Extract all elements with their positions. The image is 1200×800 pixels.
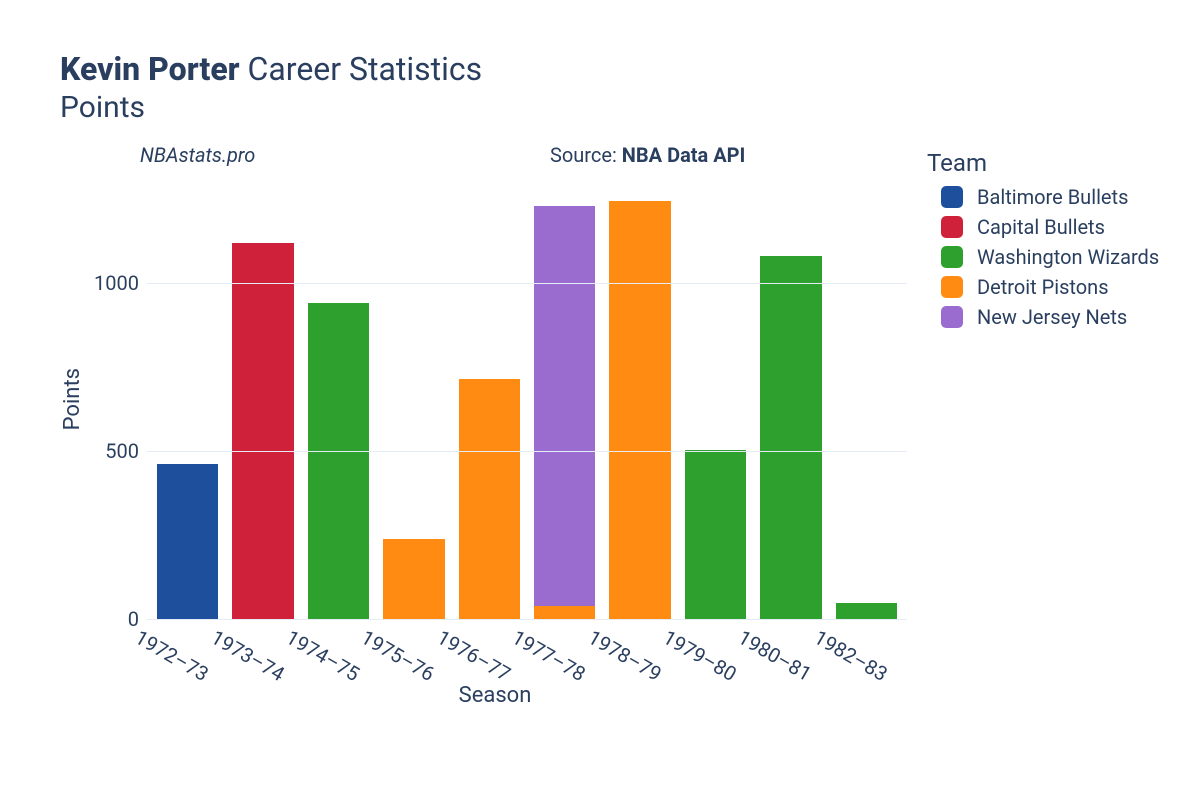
x-tick: 1975–76	[357, 625, 439, 686]
x-tick: 1978–79	[584, 625, 666, 686]
bar-segment	[157, 464, 218, 619]
y-axis-title: Points	[60, 368, 85, 430]
title-player-name: Kevin Porter	[60, 50, 240, 88]
annotation-row: NBAstats.pro Source: NBA Data API	[60, 143, 1160, 173]
gridline	[147, 451, 907, 452]
bar-segment	[534, 606, 595, 619]
legend-item: Baltimore Bullets	[927, 185, 1159, 209]
bar-segment	[383, 539, 444, 619]
legend-item: Washington Wizards	[927, 245, 1159, 269]
legend-swatch	[941, 186, 963, 208]
legend-label: Washington Wizards	[977, 245, 1159, 269]
x-axis-title: Season	[60, 683, 930, 708]
chart-title: Kevin Porter Career Statistics	[60, 50, 1160, 88]
x-axis-ticks: 1972–731973–741974–751975–761976–771977–…	[124, 619, 884, 679]
plot-row: Points 10005000 Team Baltimore BulletsCa…	[60, 179, 1160, 619]
chart-subtitle: Points	[60, 90, 1160, 125]
legend-label: Detroit Pistons	[977, 275, 1109, 299]
bar-slot	[760, 179, 821, 619]
x-tick: 1973–74	[207, 625, 289, 686]
legend-item: New Jersey Nets	[927, 305, 1159, 329]
bar-slot	[609, 179, 670, 619]
gridline	[147, 283, 907, 284]
bar-segment	[459, 379, 520, 619]
bar-segment	[232, 243, 293, 619]
watermark-text: NBAstats.pro	[140, 143, 255, 167]
legend-swatch	[941, 306, 963, 328]
x-tick: 1977–78	[508, 625, 590, 686]
legend-swatch	[941, 216, 963, 238]
legend-label: New Jersey Nets	[977, 305, 1127, 329]
legend-swatch	[941, 276, 963, 298]
legend: Team Baltimore BulletsCapital BulletsWas…	[927, 149, 1159, 619]
legend-swatch	[941, 246, 963, 268]
chart-title-block: Kevin Porter Career Statistics Points	[60, 50, 1160, 125]
bar-segment	[685, 450, 746, 619]
bar-slot	[157, 179, 218, 619]
bar-segment	[836, 603, 897, 619]
bar-slot	[308, 179, 369, 619]
bar-segment	[609, 201, 670, 619]
legend-items: Baltimore Bullets Capital Bullets Washingt…	[927, 185, 1159, 329]
bar-segment	[308, 303, 369, 619]
bar-slot	[232, 179, 293, 619]
x-tick: 1976–77	[433, 625, 515, 686]
y-axis: Points 10005000	[60, 179, 147, 619]
source-prefix: Source:	[550, 143, 622, 167]
legend-item: Capital Bullets	[927, 215, 1159, 239]
bars-group	[147, 179, 907, 619]
legend-label: Capital Bullets	[977, 215, 1105, 239]
x-tick: 1979–80	[659, 625, 741, 686]
source-name: NBA Data API	[622, 143, 746, 167]
bar-segment	[534, 206, 595, 606]
bar-segment	[760, 256, 821, 619]
plot-area	[147, 179, 907, 619]
bar-slot	[459, 179, 520, 619]
chart-container: Kevin Porter Career Statistics Points NB…	[0, 0, 1200, 800]
source-text: Source: NBA Data API	[550, 143, 745, 167]
legend-label: Baltimore Bullets	[977, 185, 1128, 209]
bar-slot	[836, 179, 897, 619]
y-axis-ticks: 10005000	[91, 179, 147, 619]
bar-slot	[534, 179, 595, 619]
legend-item: Detroit Pistons	[927, 275, 1159, 299]
bar-slot	[685, 179, 746, 619]
x-tick: 1974–75	[282, 625, 364, 686]
x-tick: 1980–81	[734, 625, 816, 686]
title-suffix: Career Statistics	[240, 50, 483, 88]
x-tick: 1982–83	[810, 625, 892, 686]
bar-slot	[383, 179, 444, 619]
x-tick: 1972–73	[131, 625, 213, 686]
